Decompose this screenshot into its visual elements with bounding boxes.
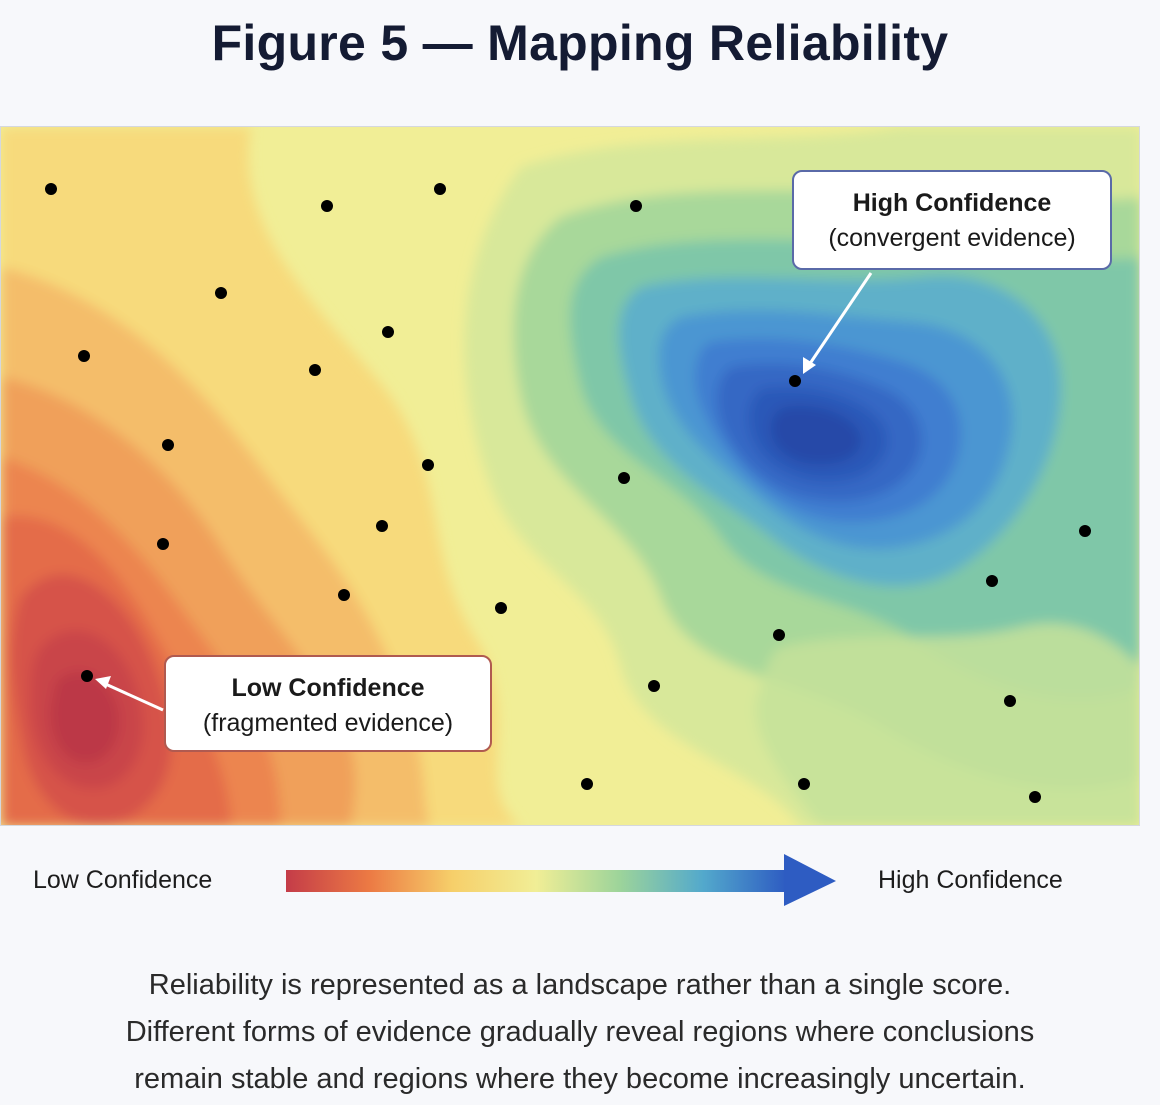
sample-points <box>45 183 1091 803</box>
high-callout-arrow <box>805 272 873 369</box>
sample-point <box>434 183 446 195</box>
reliability-landscape-map <box>0 126 1140 826</box>
sample-point <box>45 183 57 195</box>
figure-caption: Reliability is represented as a landscap… <box>0 962 1160 1103</box>
sample-point <box>986 575 998 587</box>
high-arrowhead-icon <box>803 357 816 374</box>
sample-point <box>157 538 169 550</box>
sample-point <box>773 629 785 641</box>
caption-line-1: Reliability is represented as a landscap… <box>148 969 1012 1001</box>
sample-point <box>798 778 810 790</box>
low-confidence-callout: Low Confidence (fragmented evidence) <box>164 655 492 752</box>
sample-point <box>648 680 660 692</box>
sample-point <box>338 589 350 601</box>
caption-line-2: Different forms of evidence gradually re… <box>125 1016 1035 1048</box>
high-callout-title: High Confidence <box>852 189 1052 217</box>
callout-arrows <box>95 272 873 712</box>
sample-point <box>162 439 174 451</box>
sample-point <box>495 602 507 614</box>
sample-point <box>581 778 593 790</box>
legend-high-label: High Confidence <box>878 866 1063 894</box>
arrow-head-icon <box>784 854 836 906</box>
sample-point <box>1029 791 1041 803</box>
sample-point <box>1004 695 1016 707</box>
sample-point <box>618 472 630 484</box>
sample-point <box>321 200 333 212</box>
sample-point <box>309 364 321 376</box>
figure-title: Figure 5 — Mapping Reliability <box>211 15 949 71</box>
contour-bands <box>1 127 1139 825</box>
caption-line-3: remain stable and regions where they bec… <box>134 1063 1026 1095</box>
low-arrowhead-icon <box>95 676 111 689</box>
confidence-gradient-arrow <box>286 854 836 906</box>
high-callout-subtitle: (convergent evidence) <box>828 224 1076 252</box>
contour-map <box>1 127 1139 825</box>
sample-point <box>215 287 227 299</box>
low-callout-subtitle: (fragmented evidence) <box>202 709 454 737</box>
sample-point <box>382 326 394 338</box>
gradient-bar <box>286 870 786 892</box>
sample-point <box>376 520 388 532</box>
low-callout-title: Low Confidence <box>231 674 425 702</box>
sample-point <box>422 459 434 471</box>
sample-point <box>789 375 801 387</box>
high-confidence-callout: High Confidence (convergent evidence) <box>792 170 1112 270</box>
sample-point <box>78 350 90 362</box>
sample-point <box>1079 525 1091 537</box>
sample-point <box>630 200 642 212</box>
low-callout-arrow <box>100 680 164 712</box>
legend-low-label: Low Confidence <box>33 866 213 894</box>
sample-point <box>81 670 93 682</box>
